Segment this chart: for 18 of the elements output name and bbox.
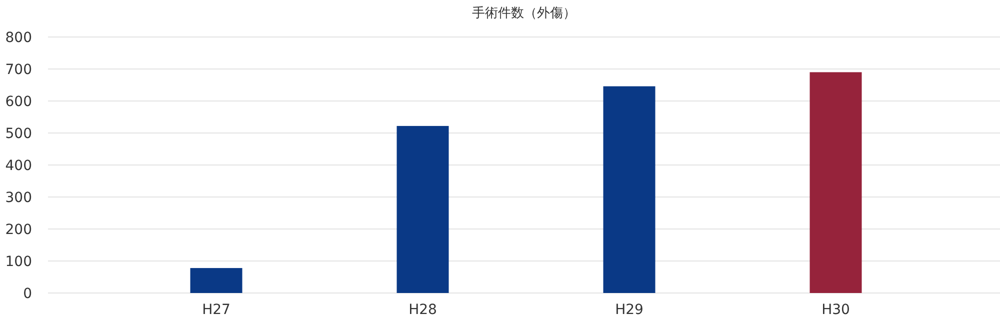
x-tick-label: H27	[202, 302, 230, 318]
y-tick-label: 200	[5, 222, 32, 238]
y-tick-label: 400	[5, 158, 32, 174]
y-tick-label: 800	[5, 30, 32, 46]
y-tick-label: 700	[5, 62, 32, 78]
y-tick-label: 600	[5, 94, 32, 110]
bar	[190, 268, 242, 293]
y-tick-label: 300	[5, 190, 32, 206]
y-tick-label: 100	[5, 254, 32, 270]
x-tick-label: H29	[615, 302, 644, 318]
x-tick-label: H28	[408, 302, 437, 318]
x-tick-label: H30	[822, 302, 850, 318]
y-tick-label: 0	[23, 286, 32, 302]
chart-title: 手術件数（外傷）	[472, 6, 576, 21]
y-tick-label: 500	[5, 126, 32, 142]
bar	[396, 126, 449, 293]
bar	[810, 72, 862, 293]
bar	[603, 86, 656, 293]
